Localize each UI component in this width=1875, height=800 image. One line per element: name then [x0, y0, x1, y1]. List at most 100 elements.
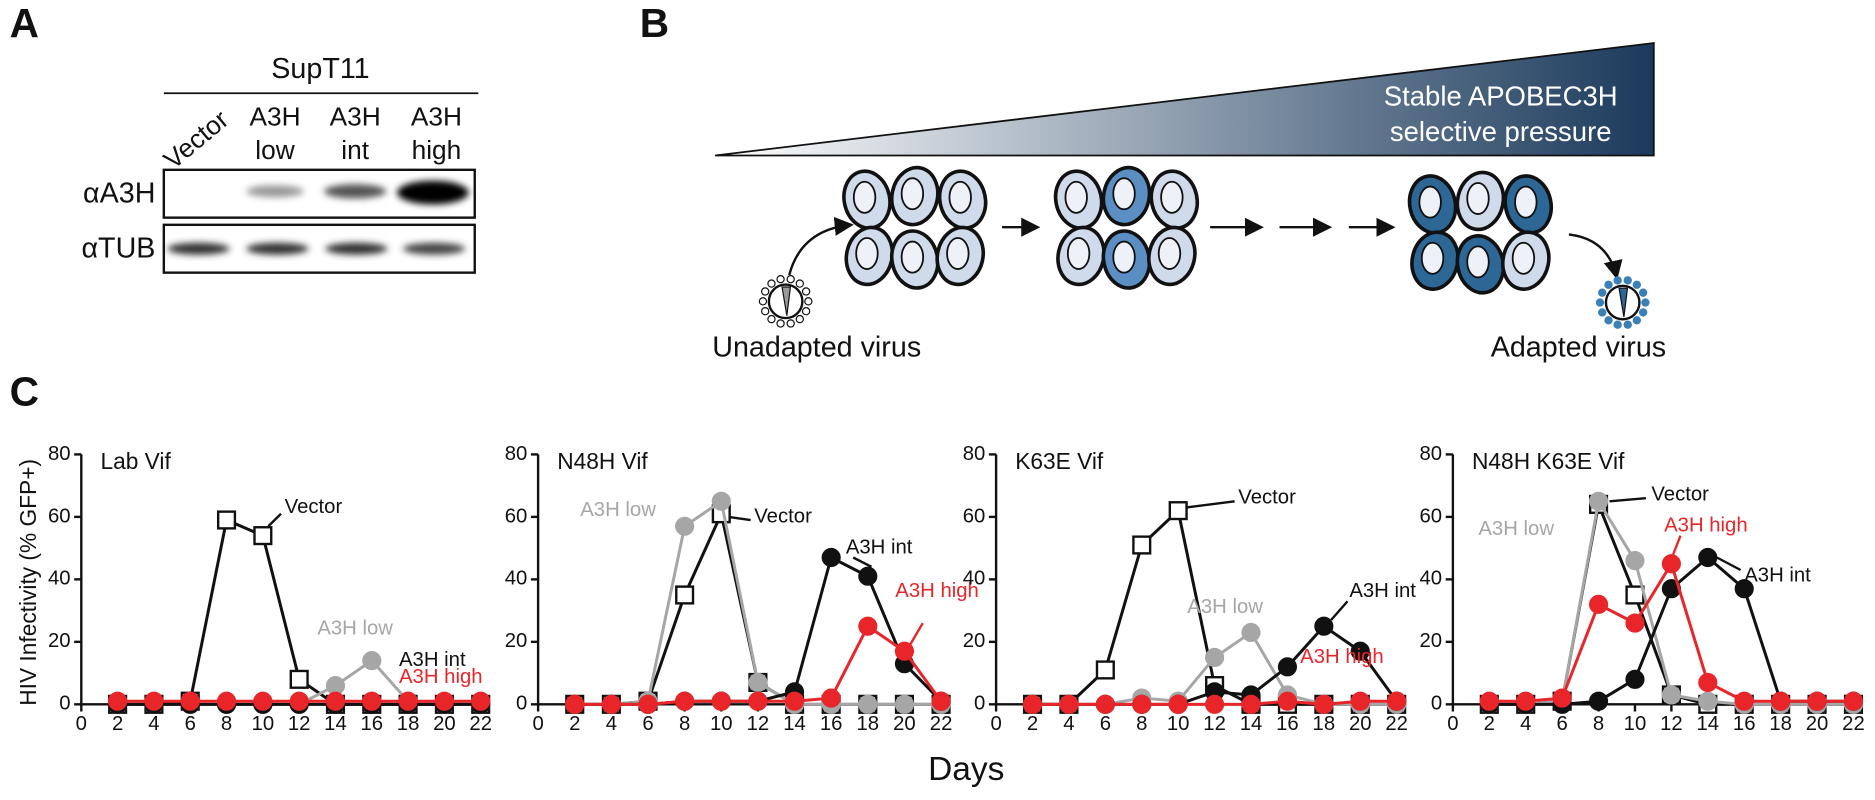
series-label: A3H int	[1349, 580, 1416, 602]
panel-label: C	[10, 368, 39, 414]
y-tick-label: 60	[505, 505, 528, 527]
series-label: A3H high	[1300, 646, 1384, 668]
virus-spike	[1623, 276, 1632, 285]
pressure-label: Stable APOBEC3H	[1384, 80, 1618, 111]
lane-label: high	[412, 135, 462, 165]
x-tick-label: 16	[1276, 713, 1299, 735]
marker	[1552, 688, 1572, 708]
marker	[1205, 694, 1225, 714]
marker	[108, 691, 128, 711]
x-axis-label: Days	[928, 751, 1004, 788]
marker	[1698, 547, 1718, 568]
y-axis-label: HIV Infectivity (% GFP+)	[15, 459, 41, 706]
virus-spike	[767, 314, 776, 324]
chart-title: K63E Vif	[1015, 448, 1104, 474]
marker	[1314, 694, 1334, 714]
marker	[1807, 691, 1827, 711]
x-tick-label: 16	[360, 713, 383, 735]
arrow	[788, 216, 854, 276]
nucleus	[946, 237, 970, 270]
virus-spike	[1598, 288, 1607, 297]
marker	[1661, 685, 1681, 705]
marker	[784, 691, 805, 711]
marker	[1588, 594, 1609, 614]
series-label: A3H int	[1744, 565, 1811, 587]
nucleus	[855, 237, 879, 270]
x-tick-label: 22	[469, 713, 492, 735]
marker	[1241, 622, 1261, 643]
band	[325, 242, 388, 255]
series-label: Vector	[1238, 487, 1296, 509]
series-label: A3H high	[399, 666, 483, 688]
marker	[675, 585, 695, 605]
marker	[289, 669, 309, 689]
x-tick-label: 18	[397, 713, 420, 735]
y-tick-label: 20	[963, 630, 986, 652]
adaptation-diagram: Stable APOBEC3H selective pressure Unada…	[712, 42, 1666, 364]
marker	[1241, 694, 1261, 714]
panel-label: A	[10, 0, 39, 46]
virus-spike	[786, 275, 795, 284]
x-tick-label: 0	[532, 713, 543, 735]
x-tick-label: 14	[783, 713, 806, 735]
chart-title: N48H Vif	[557, 448, 648, 474]
x-tick-label: 0	[990, 713, 1001, 735]
marker	[675, 516, 695, 536]
x-tick-label: 20	[433, 713, 456, 735]
x-tick-label: 8	[1593, 713, 1604, 735]
band	[402, 242, 466, 255]
band	[397, 180, 469, 205]
virus-spike	[758, 297, 768, 306]
y-tick-label: 40	[48, 568, 71, 590]
leader-line	[1330, 600, 1349, 621]
x-tick-label: 0	[76, 713, 87, 735]
series-label: A3H low	[580, 499, 656, 521]
virus-spike	[776, 319, 785, 328]
x-tick-label: 12	[1203, 713, 1226, 735]
marker	[821, 688, 841, 708]
marker	[565, 694, 585, 714]
y-tick-label: 80	[505, 443, 528, 465]
virus-label: Unadapted virus	[712, 332, 921, 364]
x-tick-label: 10	[1624, 713, 1647, 735]
marker	[1479, 691, 1499, 711]
x-tick-label: 10	[1167, 713, 1190, 735]
x-tick-label: 2	[112, 713, 123, 735]
marker	[1698, 672, 1718, 693]
marker	[289, 691, 309, 711]
panel-label: B	[640, 0, 669, 46]
x-tick-label: 16	[820, 713, 843, 735]
marker	[1588, 491, 1609, 511]
x-tick-label: 6	[1100, 713, 1111, 735]
nucleus	[1514, 185, 1538, 219]
x-tick-label: 10	[710, 713, 733, 735]
virus-spike	[1638, 288, 1648, 297]
cell-line: SupT11	[271, 53, 369, 85]
marker	[398, 691, 418, 711]
series-label: Vector	[285, 496, 343, 518]
marker	[858, 616, 878, 636]
virus-spike	[801, 307, 811, 316]
series-label: Vector	[754, 505, 812, 527]
marker	[1277, 657, 1297, 677]
x-tick-label: 4	[606, 713, 617, 735]
x-tick-label: 22	[1842, 713, 1865, 735]
virus-spike	[804, 297, 813, 306]
marker	[253, 526, 273, 546]
marker	[894, 641, 915, 661]
x-tick-label: 18	[1313, 713, 1336, 735]
series-label: A3H high	[1664, 515, 1748, 537]
marker	[362, 651, 382, 671]
y-tick-label: 0	[59, 693, 70, 715]
marker	[1516, 691, 1536, 711]
leader-line	[1609, 496, 1646, 503]
x-tick-label: 2	[1027, 713, 1038, 735]
virus-spike	[1613, 276, 1622, 285]
lane-label: A3H	[330, 101, 381, 131]
marker	[1350, 691, 1370, 711]
x-tick-label: 8	[221, 713, 232, 735]
virus-spike	[1604, 316, 1613, 325]
marker	[1625, 551, 1645, 571]
marker	[1314, 616, 1334, 636]
